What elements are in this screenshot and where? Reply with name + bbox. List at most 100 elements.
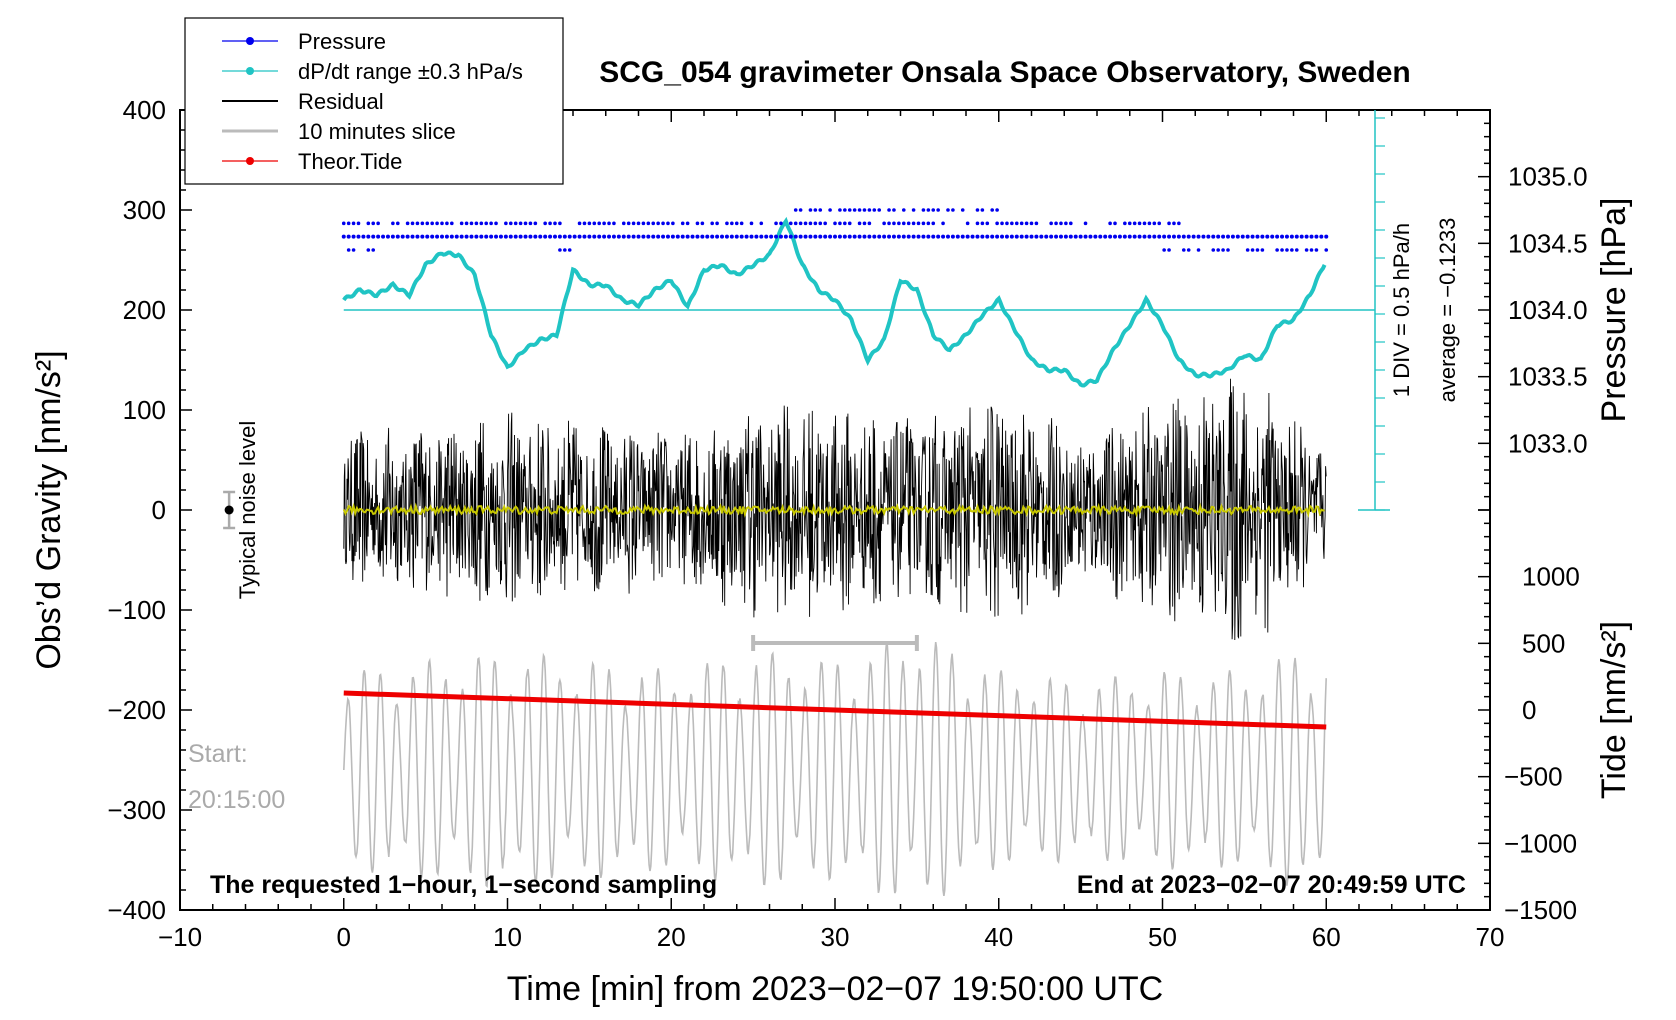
pressure-point xyxy=(366,248,371,252)
pressure-point xyxy=(887,234,892,239)
dpdt-scale xyxy=(1358,110,1390,511)
pressure-point xyxy=(484,221,489,226)
y-tick-label: 100 xyxy=(123,395,166,425)
pressure-point xyxy=(690,234,695,239)
pressure-point xyxy=(1024,234,1029,239)
pressure-point xyxy=(788,221,793,226)
pressure-point xyxy=(405,221,410,226)
pressure-point xyxy=(558,221,562,226)
pressure-point xyxy=(793,234,798,239)
pressure-point xyxy=(1196,248,1201,252)
pressure-point xyxy=(582,234,587,239)
pressure-point xyxy=(1014,221,1019,226)
pressure-point xyxy=(612,221,616,226)
pressure-point xyxy=(1290,248,1294,252)
pressure-point xyxy=(739,234,744,239)
pressure-point xyxy=(838,221,842,226)
pressure-point xyxy=(533,234,538,239)
pressure-point xyxy=(435,234,440,239)
pressure-point xyxy=(351,221,356,226)
pressure-point xyxy=(808,234,813,239)
pressure-point xyxy=(489,221,493,226)
pressure-point xyxy=(395,234,400,239)
pressure-point xyxy=(995,234,1000,239)
pressure-point xyxy=(351,248,356,252)
pressure-point xyxy=(921,234,926,239)
pressure-point xyxy=(400,234,405,239)
pressure-point xyxy=(1221,248,1225,252)
pressure-point xyxy=(818,208,823,212)
pressure-point xyxy=(1181,234,1186,239)
pressure-point xyxy=(685,234,690,239)
x-tick-labels: −10 0 10 20 30 40 50 60 70 xyxy=(158,922,1505,952)
pressure-point xyxy=(921,221,926,226)
pressure-point xyxy=(543,234,548,239)
pressure-point xyxy=(808,208,813,212)
pressure-point xyxy=(1260,234,1265,239)
start-label: Start: xyxy=(188,740,248,768)
pressure-point xyxy=(951,208,955,212)
pressure-point xyxy=(1294,234,1299,239)
pressure-point xyxy=(724,234,729,239)
pressure-point xyxy=(558,248,562,252)
pressure-point xyxy=(931,234,936,239)
pressure-point xyxy=(695,221,700,226)
pressure-point xyxy=(980,234,985,239)
pressure-point xyxy=(395,221,400,226)
pressure-point xyxy=(1299,234,1304,239)
y-tick-label: 300 xyxy=(123,195,166,225)
pressure-point xyxy=(602,221,606,226)
x-tick-label: 70 xyxy=(1476,922,1505,952)
pressure-point xyxy=(484,234,489,239)
pressure-point xyxy=(1039,234,1044,239)
legend-label: Residual xyxy=(298,89,384,114)
legend-label: Theor.Tide xyxy=(298,149,402,174)
pressure-point xyxy=(1122,234,1127,239)
pressure-point xyxy=(494,221,498,226)
pressure-point xyxy=(440,234,444,239)
pressure-point xyxy=(567,248,572,252)
pressure-point xyxy=(1019,221,1024,226)
pressure-point xyxy=(1054,234,1059,239)
tide-tick-label: 1000 xyxy=(1522,562,1580,592)
pressure-point xyxy=(872,208,877,212)
pressure-point xyxy=(474,221,479,226)
pressure-point xyxy=(346,221,351,226)
y-tick-label: 0 xyxy=(152,495,166,525)
pressure-point xyxy=(366,221,371,226)
pressure-point xyxy=(950,234,955,239)
pressure-point xyxy=(960,208,965,212)
pressure-point xyxy=(857,208,862,212)
x-tick-label: 50 xyxy=(1148,922,1177,952)
pressure-point xyxy=(415,221,420,226)
legend: Pressure dP/dt range ±0.3 hPa/s Residual… xyxy=(184,17,564,185)
pressure-point xyxy=(1083,221,1088,226)
pressure-point xyxy=(504,221,508,226)
pressure-point xyxy=(700,234,705,239)
pressure-point xyxy=(616,234,621,239)
pressure-point xyxy=(990,234,995,239)
pressure-point xyxy=(1304,234,1309,239)
pressure-point xyxy=(459,234,464,239)
y-tick-label: −100 xyxy=(107,595,166,625)
pressure-point xyxy=(1284,234,1289,239)
pressure-point xyxy=(1063,234,1068,239)
pressure-point xyxy=(1177,221,1181,226)
pressure-point xyxy=(533,221,538,226)
pressure-point xyxy=(887,208,891,212)
x-tick-label: 10 xyxy=(493,922,522,952)
pressure-point xyxy=(553,221,557,226)
pressure-point xyxy=(833,221,837,226)
legend-swatch xyxy=(246,157,254,165)
pressure-point xyxy=(798,234,803,239)
pressure-point xyxy=(1103,234,1108,239)
y-axis-label-left: Obs’d Gravity [nm/s²] xyxy=(30,350,68,669)
pressure-point xyxy=(675,234,680,239)
pressure-point xyxy=(577,234,582,239)
pressure-point xyxy=(916,234,921,239)
pressure-point xyxy=(1221,234,1226,239)
pressure-point xyxy=(444,234,449,239)
pressure-point xyxy=(508,234,513,239)
pressure-point xyxy=(1108,221,1112,226)
pressure-point xyxy=(788,234,793,239)
